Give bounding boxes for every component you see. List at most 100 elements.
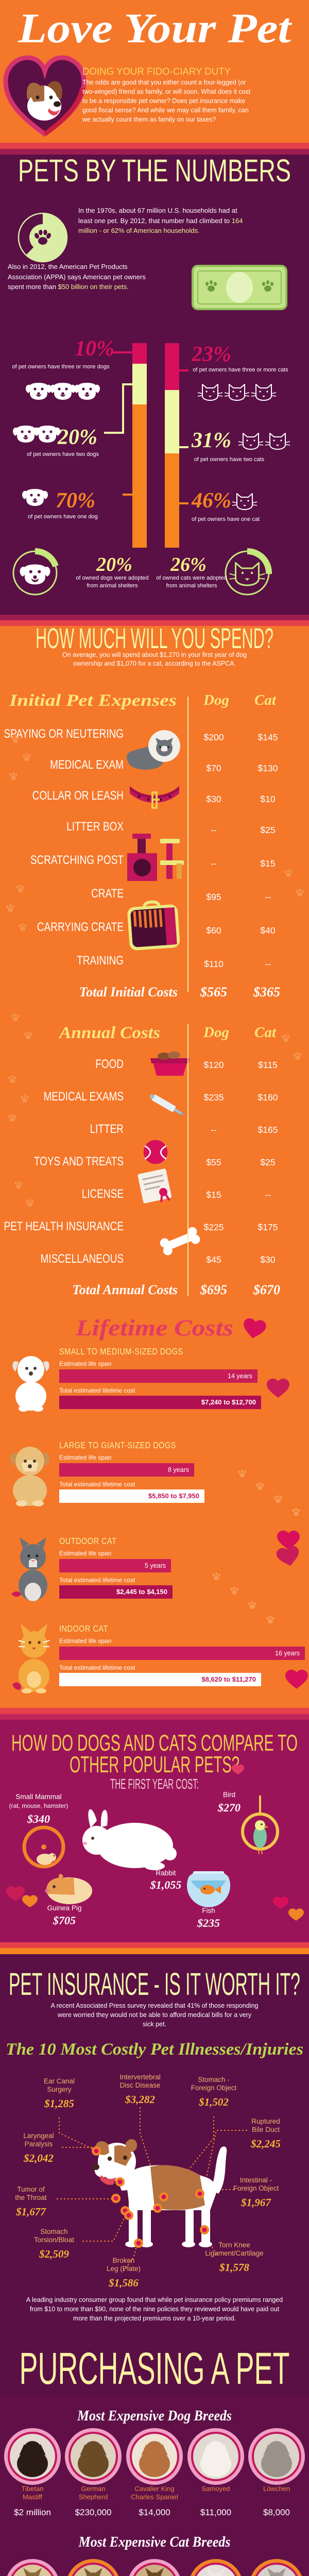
svg-text:$175: $175 bbox=[258, 1222, 278, 1232]
svg-text:$2,509: $2,509 bbox=[39, 2248, 69, 2260]
svg-text:Paralysis: Paralysis bbox=[25, 2140, 53, 2148]
svg-text:Dog: Dog bbox=[203, 692, 229, 708]
svg-text:Laryngeal: Laryngeal bbox=[23, 2132, 54, 2140]
svg-text:Disc Disease: Disc Disease bbox=[120, 2081, 161, 2089]
svg-text:of owned dogs were adopted: of owned dogs were adopted bbox=[76, 575, 148, 581]
svg-text:--: -- bbox=[265, 959, 271, 969]
svg-text:Cavalier King: Cavalier King bbox=[134, 2485, 174, 2493]
svg-text:(rat, mouse, hamster): (rat, mouse, hamster) bbox=[9, 1802, 68, 1809]
svg-text:COLLAR OR LEASH: COLLAR OR LEASH bbox=[32, 789, 124, 803]
svg-text:INDOOR CAT: INDOOR CAT bbox=[59, 1624, 108, 1634]
svg-text:SCRATCHING POST: SCRATCHING POST bbox=[30, 853, 124, 867]
svg-text:PURCHASING A PET: PURCHASING A PET bbox=[19, 2343, 289, 2393]
svg-text:$30: $30 bbox=[206, 794, 221, 804]
svg-text:Intestinal -: Intestinal - bbox=[240, 2176, 272, 2184]
svg-text:$30: $30 bbox=[260, 1255, 275, 1265]
svg-text:of pet owners have three or mo: of pet owners have three or more dogs bbox=[12, 364, 110, 370]
svg-text:LICENSE: LICENSE bbox=[82, 1187, 124, 1201]
svg-text:--: -- bbox=[211, 1125, 217, 1135]
svg-text:70%: 70% bbox=[56, 489, 95, 513]
svg-text:Ruptured: Ruptured bbox=[251, 2117, 280, 2125]
svg-text:$40: $40 bbox=[260, 925, 275, 936]
svg-text:Guinea Pig: Guinea Pig bbox=[47, 1904, 82, 1912]
svg-text:31%: 31% bbox=[191, 429, 231, 452]
svg-text:Fish: Fish bbox=[202, 1907, 215, 1914]
svg-text:$2,245: $2,245 bbox=[250, 2138, 281, 2150]
svg-text:--: -- bbox=[211, 858, 217, 869]
svg-text:$365: $365 bbox=[253, 985, 280, 999]
svg-text:--: -- bbox=[211, 825, 217, 835]
svg-text:$55: $55 bbox=[206, 1157, 221, 1167]
svg-text:46%: 46% bbox=[191, 489, 231, 513]
svg-text:$15: $15 bbox=[206, 1190, 221, 1200]
svg-text:$25: $25 bbox=[260, 1157, 275, 1167]
svg-text:Most Expensive Cat Breeds: Most Expensive Cat Breeds bbox=[78, 2534, 231, 2550]
svg-text:Charles Spaniel: Charles Spaniel bbox=[131, 2493, 178, 2501]
svg-text:Annual Costs: Annual Costs bbox=[58, 1024, 160, 1042]
svg-text:Rabbit: Rabbit bbox=[156, 1869, 176, 1877]
svg-text:$340: $340 bbox=[27, 1812, 50, 1825]
svg-text:PET HEALTH INSURANCE: PET HEALTH INSURANCE bbox=[4, 1219, 124, 1233]
svg-text:$10: $10 bbox=[260, 794, 275, 804]
svg-text:SMALL TO MEDIUM-SIZED DOGS: SMALL TO MEDIUM-SIZED DOGS bbox=[59, 1347, 183, 1357]
svg-text:DOING YOUR FIDO-CIARY DUTY: DOING YOUR FIDO-CIARY DUTY bbox=[82, 66, 231, 77]
svg-text:Broken: Broken bbox=[113, 2257, 135, 2264]
svg-text:$1,586: $1,586 bbox=[108, 2277, 139, 2289]
svg-text:$225: $225 bbox=[204, 1222, 224, 1232]
svg-text:of pet owners have one cat: of pet owners have one cat bbox=[192, 516, 260, 522]
svg-text:$95: $95 bbox=[206, 892, 221, 902]
svg-text:LITTER: LITTER bbox=[90, 1122, 124, 1136]
svg-text:Ligament/Cartilage: Ligament/Cartilage bbox=[205, 2249, 263, 2257]
svg-text:Surgery: Surgery bbox=[47, 2086, 72, 2093]
svg-text:LARGE TO GIANT-SIZED DOGS: LARGE TO GIANT-SIZED DOGS bbox=[59, 1441, 176, 1450]
svg-text:Leg (Plate): Leg (Plate) bbox=[107, 2265, 141, 2273]
svg-text:THE FIRST YEAR COST:: THE FIRST YEAR COST: bbox=[110, 1776, 199, 1792]
svg-text:$2,042: $2,042 bbox=[23, 2152, 54, 2164]
svg-text:$2 million: $2 million bbox=[14, 2507, 51, 2517]
svg-text:Mastiff: Mastiff bbox=[23, 2493, 42, 2501]
svg-text:$8,000: $8,000 bbox=[263, 2507, 290, 2517]
svg-text:Torsion/Bloat: Torsion/Bloat bbox=[34, 2236, 74, 2244]
svg-text:Small Mammal: Small Mammal bbox=[15, 1793, 61, 1801]
svg-text:PET INSURANCE - IS IT WORTH IT: PET INSURANCE - IS IT WORTH IT? bbox=[9, 1967, 300, 2002]
svg-text:from animal shelters: from animal shelters bbox=[87, 583, 138, 589]
svg-text:Foreign Object: Foreign Object bbox=[233, 2184, 279, 2192]
svg-text:$160: $160 bbox=[258, 1092, 278, 1103]
svg-text:MEDICAL EXAM: MEDICAL EXAM bbox=[50, 758, 124, 772]
svg-text:$705: $705 bbox=[53, 1914, 76, 1927]
svg-text:Stomach: Stomach bbox=[40, 2228, 67, 2235]
svg-text:LITTER BOX: LITTER BOX bbox=[66, 820, 124, 834]
svg-text:Love Your Pet: Love Your Pet bbox=[18, 5, 293, 52]
svg-text:Torn Knee: Torn Knee bbox=[218, 2241, 250, 2249]
svg-text:$165: $165 bbox=[258, 1125, 278, 1135]
svg-text:$1,578: $1,578 bbox=[219, 2261, 249, 2274]
svg-text:20%: 20% bbox=[96, 554, 132, 575]
svg-text:$115: $115 bbox=[258, 1060, 278, 1070]
svg-text:$235: $235 bbox=[197, 1917, 220, 1929]
svg-text:Total Initial Costs: Total Initial Costs bbox=[79, 985, 178, 999]
svg-text:$3,282: $3,282 bbox=[125, 2093, 155, 2106]
svg-text:TRAINING: TRAINING bbox=[77, 954, 124, 968]
svg-text:$1,677: $1,677 bbox=[15, 2206, 46, 2218]
svg-text:of pet owners have two cats: of pet owners have two cats bbox=[194, 456, 265, 463]
svg-text:$235: $235 bbox=[204, 1092, 224, 1103]
svg-text:SPAYING OR NEUTERING: SPAYING OR NEUTERING bbox=[4, 727, 124, 741]
svg-text:$565: $565 bbox=[200, 985, 227, 999]
svg-text:$60: $60 bbox=[206, 925, 221, 936]
svg-text:Bile Duct: Bile Duct bbox=[252, 2126, 280, 2133]
svg-text:Initial Pet Expenses: Initial Pet Expenses bbox=[9, 691, 177, 710]
svg-text:$1,285: $1,285 bbox=[44, 2097, 74, 2110]
svg-text:Ear Canal: Ear Canal bbox=[44, 2077, 75, 2085]
svg-text:$110: $110 bbox=[204, 959, 224, 969]
svg-text:$695: $695 bbox=[200, 1282, 227, 1297]
svg-text:from animal shelters: from animal shelters bbox=[166, 583, 217, 589]
svg-text:$11,000: $11,000 bbox=[200, 2507, 231, 2517]
svg-text:Total Annual Costs: Total Annual Costs bbox=[72, 1282, 178, 1297]
svg-text:26%: 26% bbox=[170, 554, 207, 575]
svg-text:--: -- bbox=[265, 1190, 271, 1200]
svg-text:$670: $670 bbox=[253, 1282, 280, 1297]
svg-text:PETS BY THE NUMBERS: PETS BY THE NUMBERS bbox=[18, 153, 291, 188]
svg-text:Samoyed: Samoyed bbox=[202, 2485, 230, 2493]
svg-text:The 10 Most Costly Pet Illness: The 10 Most Costly Pet Illnesses/Injurie… bbox=[6, 2040, 303, 2059]
svg-text:$45: $45 bbox=[206, 1255, 221, 1265]
